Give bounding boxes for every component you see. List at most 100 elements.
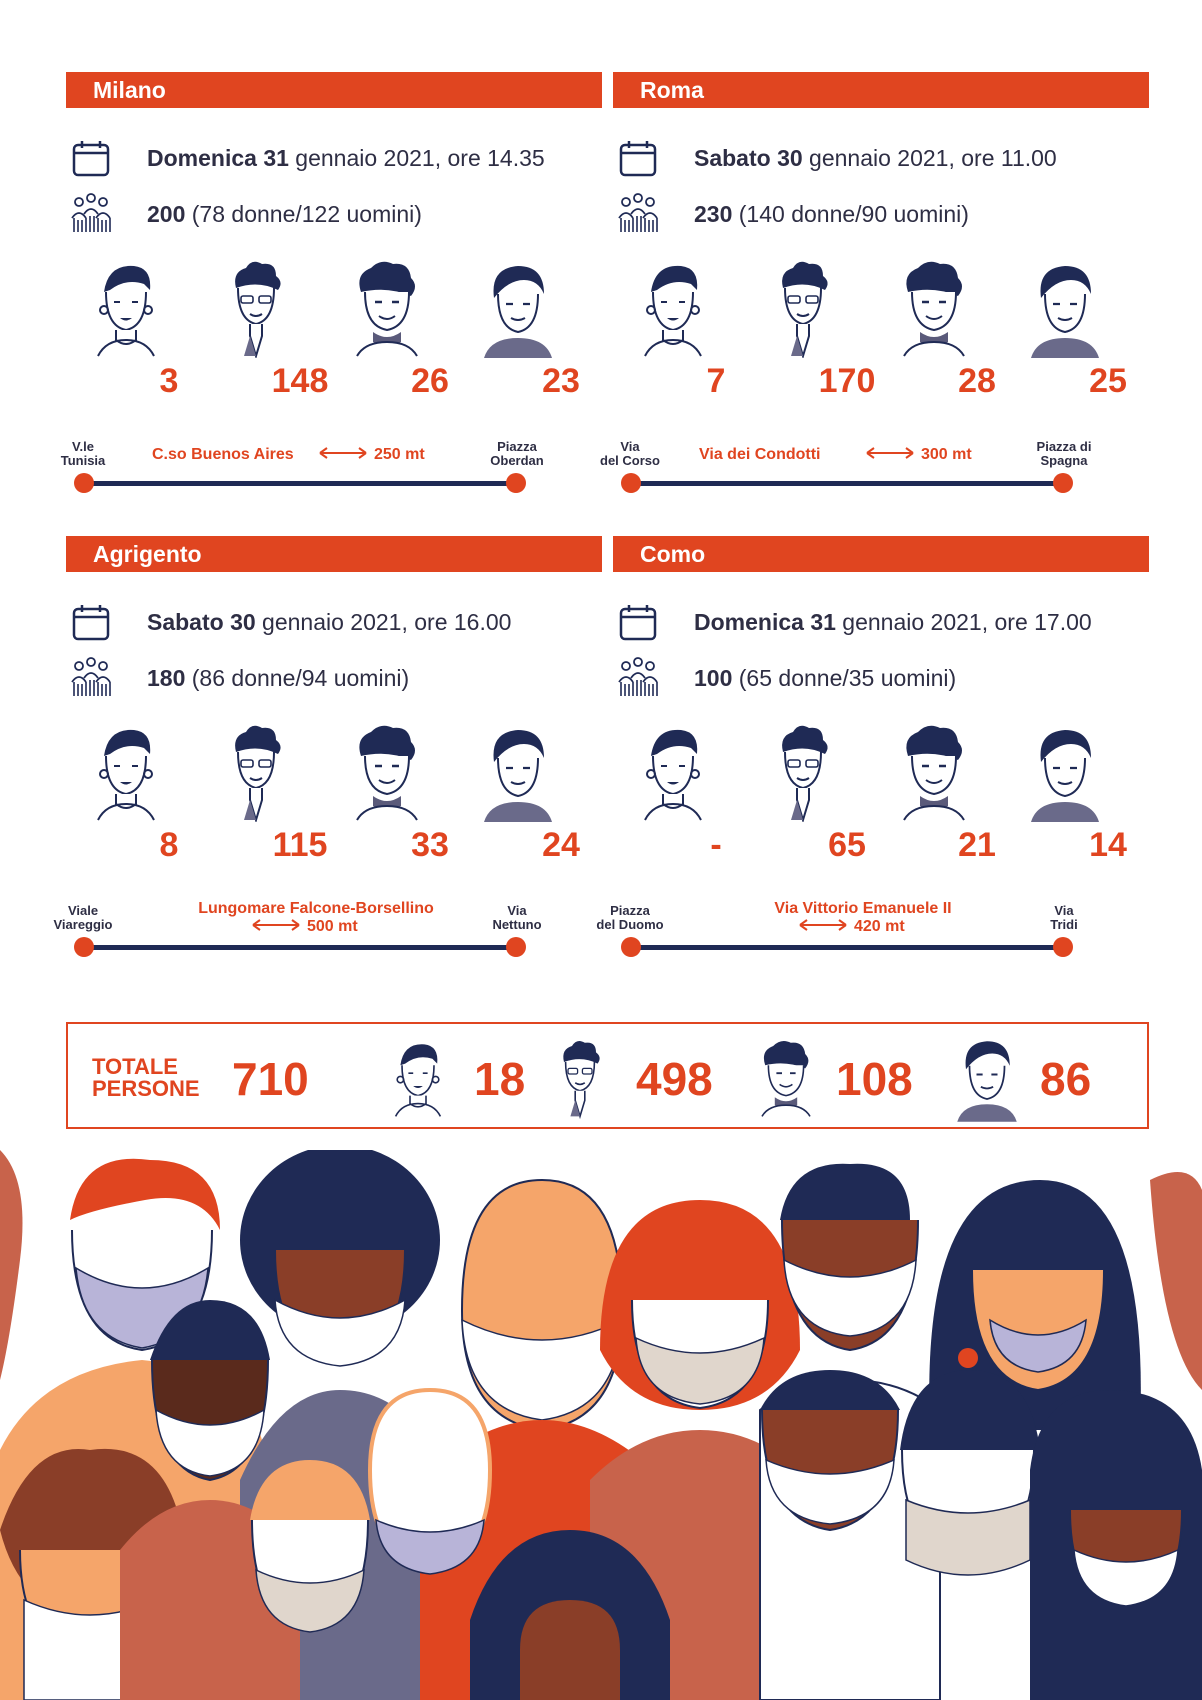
total-label: TOTALE PERSONE: [92, 1056, 200, 1100]
date-rest: gennaio 2021, ore 11.00: [802, 144, 1057, 171]
route-distance-value: 500 mt: [307, 918, 358, 936]
people-group-icon: [613, 192, 663, 236]
route-distance-value: 300 mt: [921, 446, 972, 464]
people-row: 100 (65 donne/35 uomini): [613, 656, 956, 700]
route-line: [631, 481, 1063, 486]
face-count: 33: [411, 826, 449, 864]
date-text: Domenica 31 gennaio 2021, ore 14.35: [147, 145, 545, 172]
face-count: 65: [828, 826, 866, 864]
total-people-count: 710: [232, 1053, 309, 1105]
date-rest: gennaio 2021, ore 16.00: [255, 608, 512, 635]
people-group-icon: [613, 656, 663, 700]
calendar-icon: [66, 136, 116, 180]
route-distance: 420 mt: [798, 918, 905, 936]
route-map: Viale Viareggio Via Nettuno Lungomare Falc…: [53, 900, 602, 974]
people-breakdown: (86 donne/94 uomini): [185, 664, 410, 691]
date-text: Sabato 30 gennaio 2021, ore 16.00: [147, 609, 511, 636]
people-text: 200 (78 donne/122 uomini): [147, 201, 422, 228]
masked-crowd-illustration: [0, 1150, 1202, 1700]
route-street-name: Via dei Condotti: [699, 446, 821, 463]
people-row: 230 (140 donne/90 uomini): [613, 192, 969, 236]
route-line: [631, 945, 1063, 950]
people-breakdown: (140 donne/90 uomini): [732, 200, 969, 227]
total-count-face-2: 498: [636, 1053, 713, 1105]
face-count: 7: [706, 362, 726, 400]
face-count: -: [710, 826, 722, 864]
face-wavy-hair-icon: [347, 722, 427, 822]
face-earrings-icon: [86, 258, 166, 358]
route-street-name: Lungomare Falcone-Borsellino: [198, 900, 434, 917]
route-line: [84, 481, 516, 486]
face-side-part-icon: [952, 1034, 1022, 1122]
calendar-icon: [66, 600, 116, 644]
face-types-row: [613, 258, 1149, 368]
route-start-dot: [621, 937, 641, 957]
calendar-icon: [613, 600, 663, 644]
route-street-name: C.so Buenos Aires: [152, 446, 294, 463]
face-side-part-icon: [478, 722, 558, 822]
route-start-dot: [74, 473, 94, 493]
city-title: Roma: [613, 72, 1149, 108]
route-map: V.le Tunisia Piazza Oberdan C.so Buenos Ai…: [61, 440, 602, 510]
people-total: 230: [694, 200, 733, 227]
face-counts-row: 7 170 28 25: [613, 362, 1149, 406]
face-types-row: [66, 258, 602, 368]
face-counts-row: - 65 21 14: [613, 826, 1149, 870]
face-wavy-hair-icon: [894, 258, 974, 358]
face-side-part-icon: [1025, 258, 1105, 358]
route-start-label: Piazza del Duomo: [596, 903, 664, 932]
route-end-dot: [1053, 473, 1073, 493]
face-count: 25: [1089, 362, 1127, 400]
face-count: 24: [542, 826, 580, 864]
face-counts-row: 8 115 33 24: [66, 826, 602, 870]
route-map: Piazza del Duomo Via Tridi Via Vittorio Em…: [596, 900, 1149, 974]
total-count-face-3: 108: [836, 1053, 913, 1105]
city-panel-milano: Milano Domenica 31 gennaio 2021, ore 14.3…: [61, 72, 602, 502]
date-bold: Sabato 30: [694, 144, 803, 171]
people-row: 200 (78 donne/122 uomini): [66, 192, 422, 236]
date-row: Sabato 30 gennaio 2021, ore 11.00: [613, 136, 1057, 180]
face-count: 26: [411, 362, 449, 400]
double-arrow-icon: [251, 918, 301, 936]
people-group-icon: [66, 192, 116, 236]
route-start-label: Via del Corso: [600, 439, 660, 468]
face-wavy-hair-icon: [754, 1034, 818, 1122]
route-end-dot: [506, 937, 526, 957]
face-types-row: [613, 722, 1149, 832]
face-wavy-hair-icon: [894, 722, 974, 822]
date-text: Sabato 30 gennaio 2021, ore 11.00: [694, 145, 1057, 172]
route-distance-value: 250 mt: [374, 446, 425, 464]
face-earrings-icon: [386, 1034, 450, 1122]
date-bold: Sabato 30: [147, 608, 256, 635]
city-title: Agrigento: [66, 536, 602, 572]
route-start-dot: [621, 473, 641, 493]
people-row: 180 (86 donne/94 uomini): [66, 656, 409, 700]
face-count: 14: [1089, 826, 1127, 864]
face-side-part-icon: [478, 258, 558, 358]
route-start-dot: [74, 937, 94, 957]
total-label-line2: PERSONE: [92, 1076, 200, 1101]
face-types-row: [66, 722, 602, 832]
date-row: Sabato 30 gennaio 2021, ore 16.00: [66, 600, 511, 644]
route-line: [84, 945, 516, 950]
people-breakdown: (78 donne/122 uomini): [185, 200, 422, 227]
face-earrings-icon: [633, 258, 713, 358]
people-text: 230 (140 donne/90 uomini): [694, 201, 969, 228]
face-count: 115: [272, 826, 328, 864]
city-title: Como: [613, 536, 1149, 572]
face-curly-hair-icon: [763, 258, 843, 358]
double-arrow-icon: [318, 446, 368, 464]
people-total: 100: [694, 664, 733, 691]
people-total: 180: [147, 664, 186, 691]
total-summary-box: TOTALE PERSONE 710 18 498 108 86: [66, 1022, 1149, 1129]
route-start-label: Viale Viareggio: [53, 903, 113, 932]
route-street-name: Via Vittorio Emanuele II: [774, 900, 952, 917]
face-curly-hair-icon: [763, 722, 843, 822]
total-count-face-4: 86: [1040, 1053, 1092, 1105]
route-map: Via del Corso Piazza di Spagna Via dei Con…: [600, 440, 1149, 510]
face-counts-row: 3 148 26 23: [66, 362, 602, 406]
route-distance: 300 mt: [865, 446, 972, 464]
face-earrings-icon: [633, 722, 713, 822]
date-rest: gennaio 2021, ore 17.00: [835, 608, 1092, 635]
double-arrow-icon: [865, 446, 915, 464]
